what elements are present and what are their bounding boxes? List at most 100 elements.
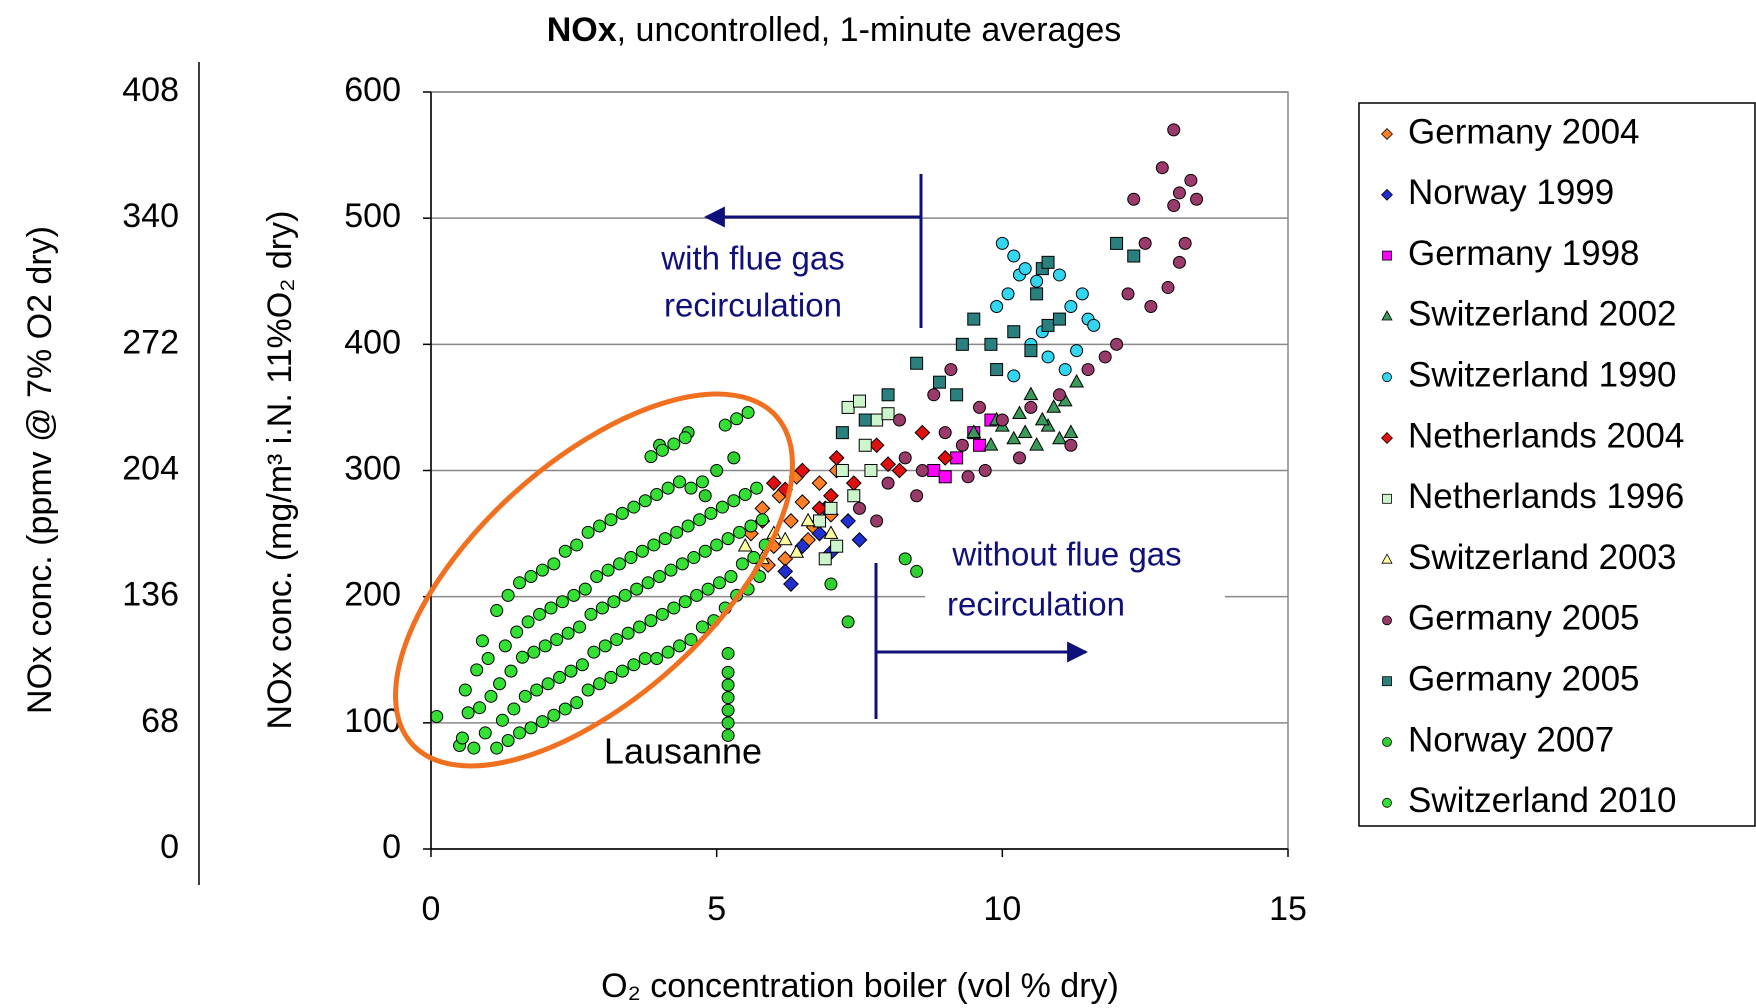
data-point (978, 464, 992, 477)
data-point (927, 464, 941, 477)
data-point (1110, 236, 1124, 250)
chart-title: NOx, uncontrolled, 1-minute averages (547, 11, 1122, 49)
data-point (813, 514, 827, 528)
data-point (553, 670, 567, 684)
data-point (570, 696, 584, 710)
data-point (561, 626, 575, 640)
data-point (995, 413, 1009, 427)
y2-tick-label: 0 (160, 828, 179, 866)
data-point (633, 620, 647, 634)
data-point (587, 645, 601, 659)
annotation-text: recirculation (664, 287, 842, 324)
data-point (755, 513, 769, 527)
data-point (661, 645, 675, 659)
x-axis-label: O₂ concentration boiler (vol % dry) (601, 967, 1119, 1005)
data-point (961, 470, 975, 484)
data-point (678, 431, 692, 445)
data-point (547, 557, 561, 571)
data-point (544, 601, 558, 615)
y-tick-label: 600 (344, 71, 401, 109)
data-point (1075, 287, 1089, 301)
y-tick-label: 500 (344, 197, 401, 235)
data-point (684, 633, 698, 647)
data-point (853, 501, 866, 515)
data-point (547, 708, 561, 722)
data-point (840, 513, 856, 529)
data-point (1001, 287, 1015, 301)
data-point (655, 607, 669, 621)
legend-label: Germany 2005 (1408, 599, 1640, 638)
data-point (1017, 424, 1033, 438)
data-point (490, 741, 504, 755)
data-point (504, 664, 518, 678)
data-point (584, 607, 598, 621)
data-point (610, 633, 624, 647)
data-point (721, 532, 735, 546)
data-point (1155, 161, 1169, 175)
data-point (892, 413, 906, 427)
data-point (721, 716, 735, 730)
data-point (932, 375, 946, 389)
data-point (630, 582, 644, 596)
data-point (1138, 236, 1152, 250)
legend-marker (1382, 615, 1392, 626)
data-point (1127, 249, 1141, 263)
data-point (475, 634, 489, 648)
y-tick-label: 200 (344, 576, 401, 614)
data-point (564, 664, 578, 678)
legend-label: Switzerland 2002 (1408, 295, 1677, 334)
series-points (835, 236, 1141, 440)
data-point (593, 677, 607, 691)
data-point (938, 470, 952, 484)
data-point (521, 615, 535, 629)
data-point (501, 588, 515, 602)
legend-marker (1381, 128, 1393, 140)
data-point (658, 532, 672, 546)
y2-tick-label: 136 (122, 576, 179, 614)
data-point (800, 512, 816, 527)
data-point (647, 538, 661, 552)
legend-marker (1381, 432, 1393, 444)
data-point (695, 620, 709, 634)
data-point (501, 733, 515, 747)
data-point (990, 363, 1004, 377)
y-tick-label: 300 (344, 449, 401, 487)
legend-marker (1382, 797, 1392, 808)
data-point (1069, 373, 1085, 388)
data-point (824, 501, 838, 515)
data-point (744, 519, 758, 533)
data-point (1007, 325, 1021, 339)
data-point (667, 437, 681, 451)
data-point (473, 701, 487, 715)
data-point (515, 650, 529, 664)
data-point (898, 451, 912, 465)
data-point (1064, 438, 1078, 452)
data-point (718, 418, 732, 432)
data-point (1041, 318, 1055, 332)
data-point (1121, 287, 1135, 301)
data-point (881, 407, 895, 421)
data-point (710, 538, 724, 552)
y-tick-label: 0 (382, 828, 401, 866)
data-point (1110, 337, 1124, 351)
data-point (881, 476, 895, 490)
data-point (847, 489, 861, 503)
data-point (721, 665, 735, 679)
data-point (478, 726, 492, 740)
data-point (635, 544, 649, 558)
y2-tick-label: 204 (122, 449, 179, 487)
x-tick-label: 15 (1269, 890, 1307, 928)
data-point (593, 519, 607, 533)
title-bold: NOx (547, 11, 617, 49)
x-tick-label: 10 (983, 890, 1021, 928)
data-point (513, 726, 527, 740)
series-points (813, 394, 895, 566)
y2-tick-label: 272 (122, 323, 179, 361)
data-point (1012, 451, 1026, 465)
data-point (1012, 405, 1027, 420)
data-point (695, 475, 709, 489)
data-point (898, 552, 912, 566)
data-point (601, 563, 615, 577)
data-point (724, 569, 738, 583)
data-point (864, 464, 878, 477)
